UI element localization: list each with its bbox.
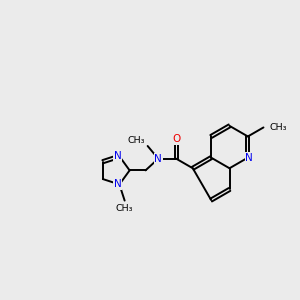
Text: N: N xyxy=(245,153,253,163)
Text: CH₃: CH₃ xyxy=(116,204,134,213)
Text: CH₃: CH₃ xyxy=(270,123,287,132)
Text: N: N xyxy=(114,179,122,189)
Text: N: N xyxy=(114,151,122,161)
Text: O: O xyxy=(172,134,180,144)
Text: CH₃: CH₃ xyxy=(127,136,145,145)
Text: N: N xyxy=(154,154,162,164)
